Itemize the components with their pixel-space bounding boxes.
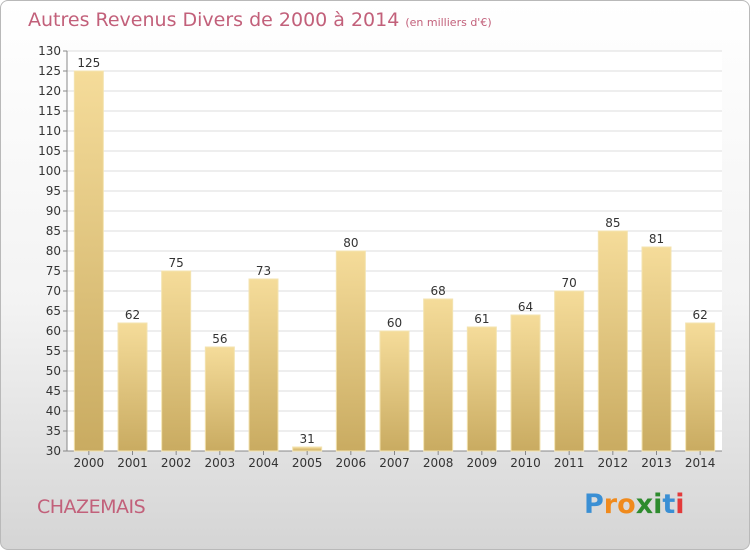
x-tick-label: 2001 bbox=[117, 456, 148, 470]
x-tick-label: 2007 bbox=[379, 456, 410, 470]
x-tick-label: 2009 bbox=[467, 456, 498, 470]
x-tick-label: 2011 bbox=[554, 456, 585, 470]
chart-subtitle: (en milliers d'€) bbox=[405, 16, 492, 29]
y-tick-label: 85 bbox=[46, 224, 61, 238]
x-tick-label: 2000 bbox=[74, 456, 105, 470]
chart-title: Autres Revenus Divers de 2000 à 2014 (en … bbox=[28, 9, 492, 31]
x-tick-label: 2008 bbox=[423, 456, 454, 470]
bar bbox=[641, 246, 672, 452]
bar bbox=[379, 330, 410, 452]
x-tick-label: 2006 bbox=[336, 456, 367, 470]
bar bbox=[292, 446, 323, 452]
y-tick-label: 115 bbox=[38, 104, 61, 118]
bar bbox=[204, 346, 235, 452]
bar bbox=[423, 298, 454, 452]
data-label: 62 bbox=[125, 308, 140, 322]
y-tick-label: 65 bbox=[46, 304, 61, 318]
data-label: 85 bbox=[605, 216, 620, 230]
y-tick-label: 100 bbox=[38, 164, 61, 178]
bar bbox=[685, 322, 716, 452]
logo-letter: i bbox=[675, 489, 685, 520]
y-tick-label: 80 bbox=[46, 244, 61, 258]
x-tick-label: 2014 bbox=[685, 456, 716, 470]
bar bbox=[466, 326, 497, 452]
bar bbox=[117, 322, 148, 452]
data-label: 64 bbox=[518, 300, 533, 314]
x-tick-label: 2010 bbox=[510, 456, 541, 470]
y-tick-label: 45 bbox=[46, 384, 61, 398]
data-label: 70 bbox=[562, 276, 577, 290]
commune-name: CHAZEMAIS bbox=[37, 496, 146, 518]
bar bbox=[597, 230, 628, 452]
bar bbox=[335, 250, 366, 452]
bar bbox=[73, 70, 104, 452]
data-label: 125 bbox=[77, 56, 100, 70]
y-tick-label: 105 bbox=[38, 144, 61, 158]
logo-letter: i bbox=[653, 489, 663, 520]
bar bbox=[161, 270, 192, 452]
data-label: 75 bbox=[169, 256, 184, 270]
logo-letter: P bbox=[584, 489, 604, 520]
data-label: 61 bbox=[474, 312, 489, 326]
data-label: 56 bbox=[212, 332, 227, 346]
bar bbox=[510, 314, 541, 452]
data-label: 60 bbox=[387, 316, 402, 330]
data-label: 81 bbox=[649, 232, 664, 246]
y-tick-label: 60 bbox=[46, 324, 61, 338]
logo-letter: x bbox=[635, 489, 654, 520]
data-label: 62 bbox=[693, 308, 708, 322]
y-tick-label: 110 bbox=[38, 124, 61, 138]
title-text: Autres Revenus Divers de 2000 à 2014 bbox=[28, 9, 400, 31]
x-tick-label: 2013 bbox=[641, 456, 672, 470]
y-tick-label: 95 bbox=[46, 184, 61, 198]
x-tick-label: 2012 bbox=[598, 456, 629, 470]
bar bbox=[554, 290, 585, 452]
data-label: 80 bbox=[343, 236, 358, 250]
y-tick-label: 50 bbox=[46, 364, 61, 378]
data-label: 73 bbox=[256, 264, 271, 278]
y-tick-label: 70 bbox=[46, 284, 61, 298]
x-tick-label: 2004 bbox=[248, 456, 279, 470]
y-tick-label: 35 bbox=[46, 424, 61, 438]
y-tick-label: 130 bbox=[38, 44, 61, 58]
y-tick-label: 55 bbox=[46, 344, 61, 358]
y-tick-label: 90 bbox=[46, 204, 61, 218]
bar bbox=[248, 278, 279, 452]
x-tick-label: 2005 bbox=[292, 456, 323, 470]
proxiti-logo: Proxiti bbox=[584, 489, 685, 520]
y-tick-label: 125 bbox=[38, 64, 61, 78]
y-tick-label: 40 bbox=[46, 404, 61, 418]
y-tick-label: 30 bbox=[46, 444, 61, 458]
data-label: 31 bbox=[300, 432, 315, 446]
y-tick-label: 75 bbox=[46, 264, 61, 278]
y-tick-label: 120 bbox=[38, 84, 61, 98]
x-tick-label: 2003 bbox=[205, 456, 236, 470]
logo-letter: r bbox=[603, 489, 618, 520]
logo-letter: o bbox=[617, 489, 636, 520]
logo-letter: t bbox=[662, 489, 676, 520]
x-tick-label: 2002 bbox=[161, 456, 192, 470]
data-label: 68 bbox=[431, 284, 446, 298]
